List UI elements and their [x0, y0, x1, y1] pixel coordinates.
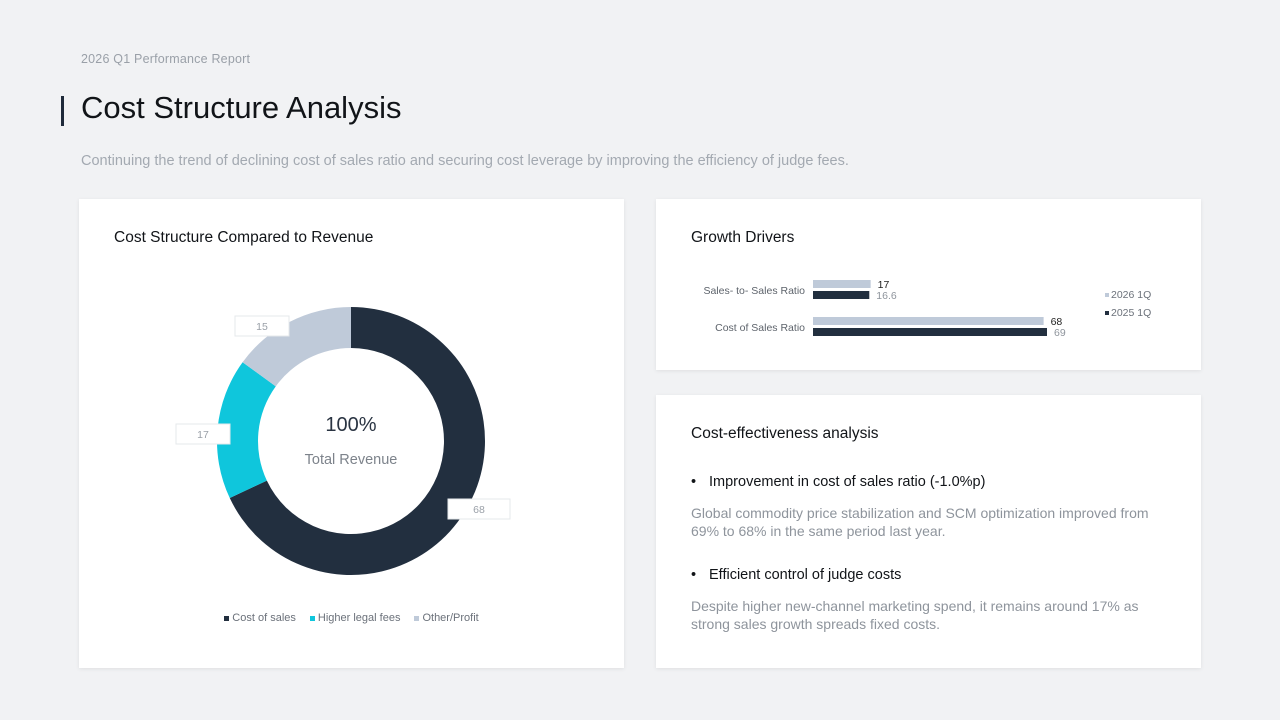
point-2-heading: • Efficient control of judge costs [691, 567, 901, 583]
slice-value-label-0: 68 [473, 504, 485, 516]
slice-value-label-2: 15 [256, 321, 268, 333]
growth-drivers-card: Growth Drivers Sales- to- Sales Ratio 17 1… [656, 199, 1201, 370]
donut-slice-2 [242, 307, 351, 387]
bar-legend-swatch-icon-1 [1105, 311, 1109, 315]
point-1-heading: • Improvement in cost of sales ratio (-1.… [691, 474, 985, 490]
legend-swatch-icon [414, 615, 420, 621]
legend-item-1: Higher legal fees [309, 612, 401, 624]
bar-category-label-1: Cost of Sales Ratio [715, 322, 805, 334]
report-eyebrow: 2026 Q1 Performance Report [81, 52, 251, 66]
donut-slice-1 [217, 362, 276, 499]
bar-0-0 [813, 280, 871, 288]
bar-value-label-0-1: 16.6 [876, 290, 897, 302]
legend-label: Other/Profit [422, 612, 479, 624]
bar-category-label-0: Sales- to- Sales Ratio [703, 285, 805, 297]
page-title: Cost Structure Analysis [81, 90, 402, 125]
point-2-body: Despite higher new-channel marketing spe… [691, 598, 1139, 632]
point-1-heading-text: Improvement in cost of sales ratio (-1.0… [709, 474, 986, 490]
cost-structure-title: Cost Structure Compared to Revenue [114, 229, 374, 246]
donut-legend: Cost of sales Higher legal fees Other/Prof… [79, 612, 624, 624]
bullet-icon: • [691, 567, 697, 583]
point-2-heading-text: Efficient control of judge costs [709, 567, 902, 583]
cost-effectiveness-title: Cost-effectiveness analysis [691, 425, 879, 442]
slice-label-box-0 [447, 498, 511, 520]
donut-center-value: 100% [325, 414, 376, 436]
slice-label-box-2 [234, 315, 290, 337]
page-subtitle: Continuing the trend of declining cost o… [81, 153, 849, 169]
cost-structure-card: Cost Structure Compared to Revenue 68 17 1… [79, 199, 624, 668]
bar-1-0 [813, 317, 1044, 325]
legend-label: Cost of sales [232, 612, 296, 624]
donut-slice-0 [229, 307, 485, 575]
bar-value-label-1-0: 68 [1051, 316, 1063, 328]
legend-swatch-icon [224, 615, 230, 621]
slice-label-box-1 [175, 423, 231, 445]
legend-label: Higher legal fees [317, 612, 401, 624]
legend-swatch-icon [309, 615, 315, 621]
title-accent-bar [61, 96, 64, 126]
legend-item-2: Other/Profit [414, 612, 479, 624]
legend-item-0: Cost of sales [224, 612, 296, 624]
slice-value-label-1: 17 [197, 429, 209, 441]
bar-value-label-0-0: 17 [878, 279, 890, 291]
bar-value-label-1-1: 69 [1054, 327, 1066, 339]
point-1-body: Global commodity price stabilization and… [691, 505, 1149, 539]
bar-legend-swatch-icon-0 [1105, 293, 1109, 297]
bar-0-1 [813, 291, 870, 299]
bar-legend-label-0: 2026 1Q [1111, 289, 1151, 301]
donut-chart: 68 17 15 100% Total Revenue [175, 307, 511, 575]
bar-legend-label-1: 2025 1Q [1111, 307, 1151, 319]
bar-1-1 [813, 328, 1047, 336]
bullet-icon: • [691, 474, 697, 490]
donut-center-label: Total Revenue [305, 452, 398, 468]
cost-effectiveness-card: Cost-effectiveness analysis • Improvement… [656, 395, 1201, 668]
growth-drivers-title: Growth Drivers [691, 229, 795, 246]
